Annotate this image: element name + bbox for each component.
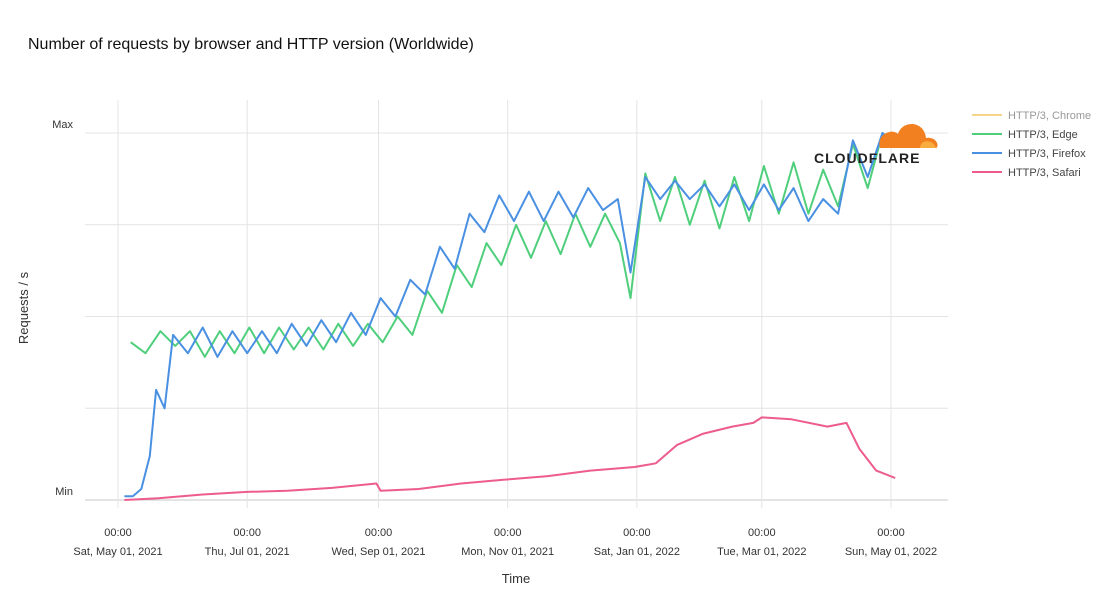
y-tick-label: Min [55,486,73,498]
series-line [124,416,896,501]
legend-label[interactable]: HTTP/3, Edge [1008,129,1078,141]
x-tick-label-date: Sun, May 01, 2022 [845,546,937,558]
y-tick-label: Max [52,119,73,131]
x-tick-label-date: Sat, May 01, 2021 [73,546,162,558]
x-tick-label-time: 00:00 [104,527,132,539]
legend: HTTP/3, Chrome HTTP/3, Edge HTTP/3, Firefo… [972,110,1091,179]
x-axis-ticks: 00:00 Sat, May 01, 2021 00:00 Thu, Jul 01, … [73,527,937,558]
x-tick-label-date: Tue, Mar 01, 2022 [717,546,806,558]
x-tick-label-time: 00:00 [623,527,651,539]
cloudflare-cloud-secondary-icon [920,141,936,148]
x-tick-label-time: 00:00 [877,527,905,539]
series-line [124,132,896,498]
legend-label[interactable]: HTTP/3, Firefox [1008,148,1086,160]
x-tick-label-date: Wed, Sep 01, 2021 [331,546,425,558]
x-tick-label-time: 00:00 [365,527,393,539]
series-lines [124,132,896,501]
x-tick-label-time: 00:00 [748,527,776,539]
x-tick-label-time: 00:00 [494,527,522,539]
legend-label[interactable]: HTTP/3, Chrome [1008,110,1091,122]
x-tick-label-time: 00:00 [233,527,261,539]
x-tick-label-date: Thu, Jul 01, 2021 [205,546,290,558]
chart-title: Number of requests by browser and HTTP v… [28,36,474,53]
cloudflare-logo: CLOUDFLARE [814,123,938,166]
cloudflare-logo-text: CLOUDFLARE [814,150,920,166]
x-tick-label-date: Mon, Nov 01, 2021 [461,546,554,558]
x-axis-label: Time [502,571,530,586]
legend-label[interactable]: HTTP/3, Safari [1008,167,1081,179]
y-axis-ticks: Min Max [52,119,73,498]
x-tick-label-date: Sat, Jan 01, 2022 [594,546,680,558]
y-axis-label: Requests / s [16,271,31,344]
cloudflare-cloud-icon [879,123,938,148]
series-line [130,132,896,358]
